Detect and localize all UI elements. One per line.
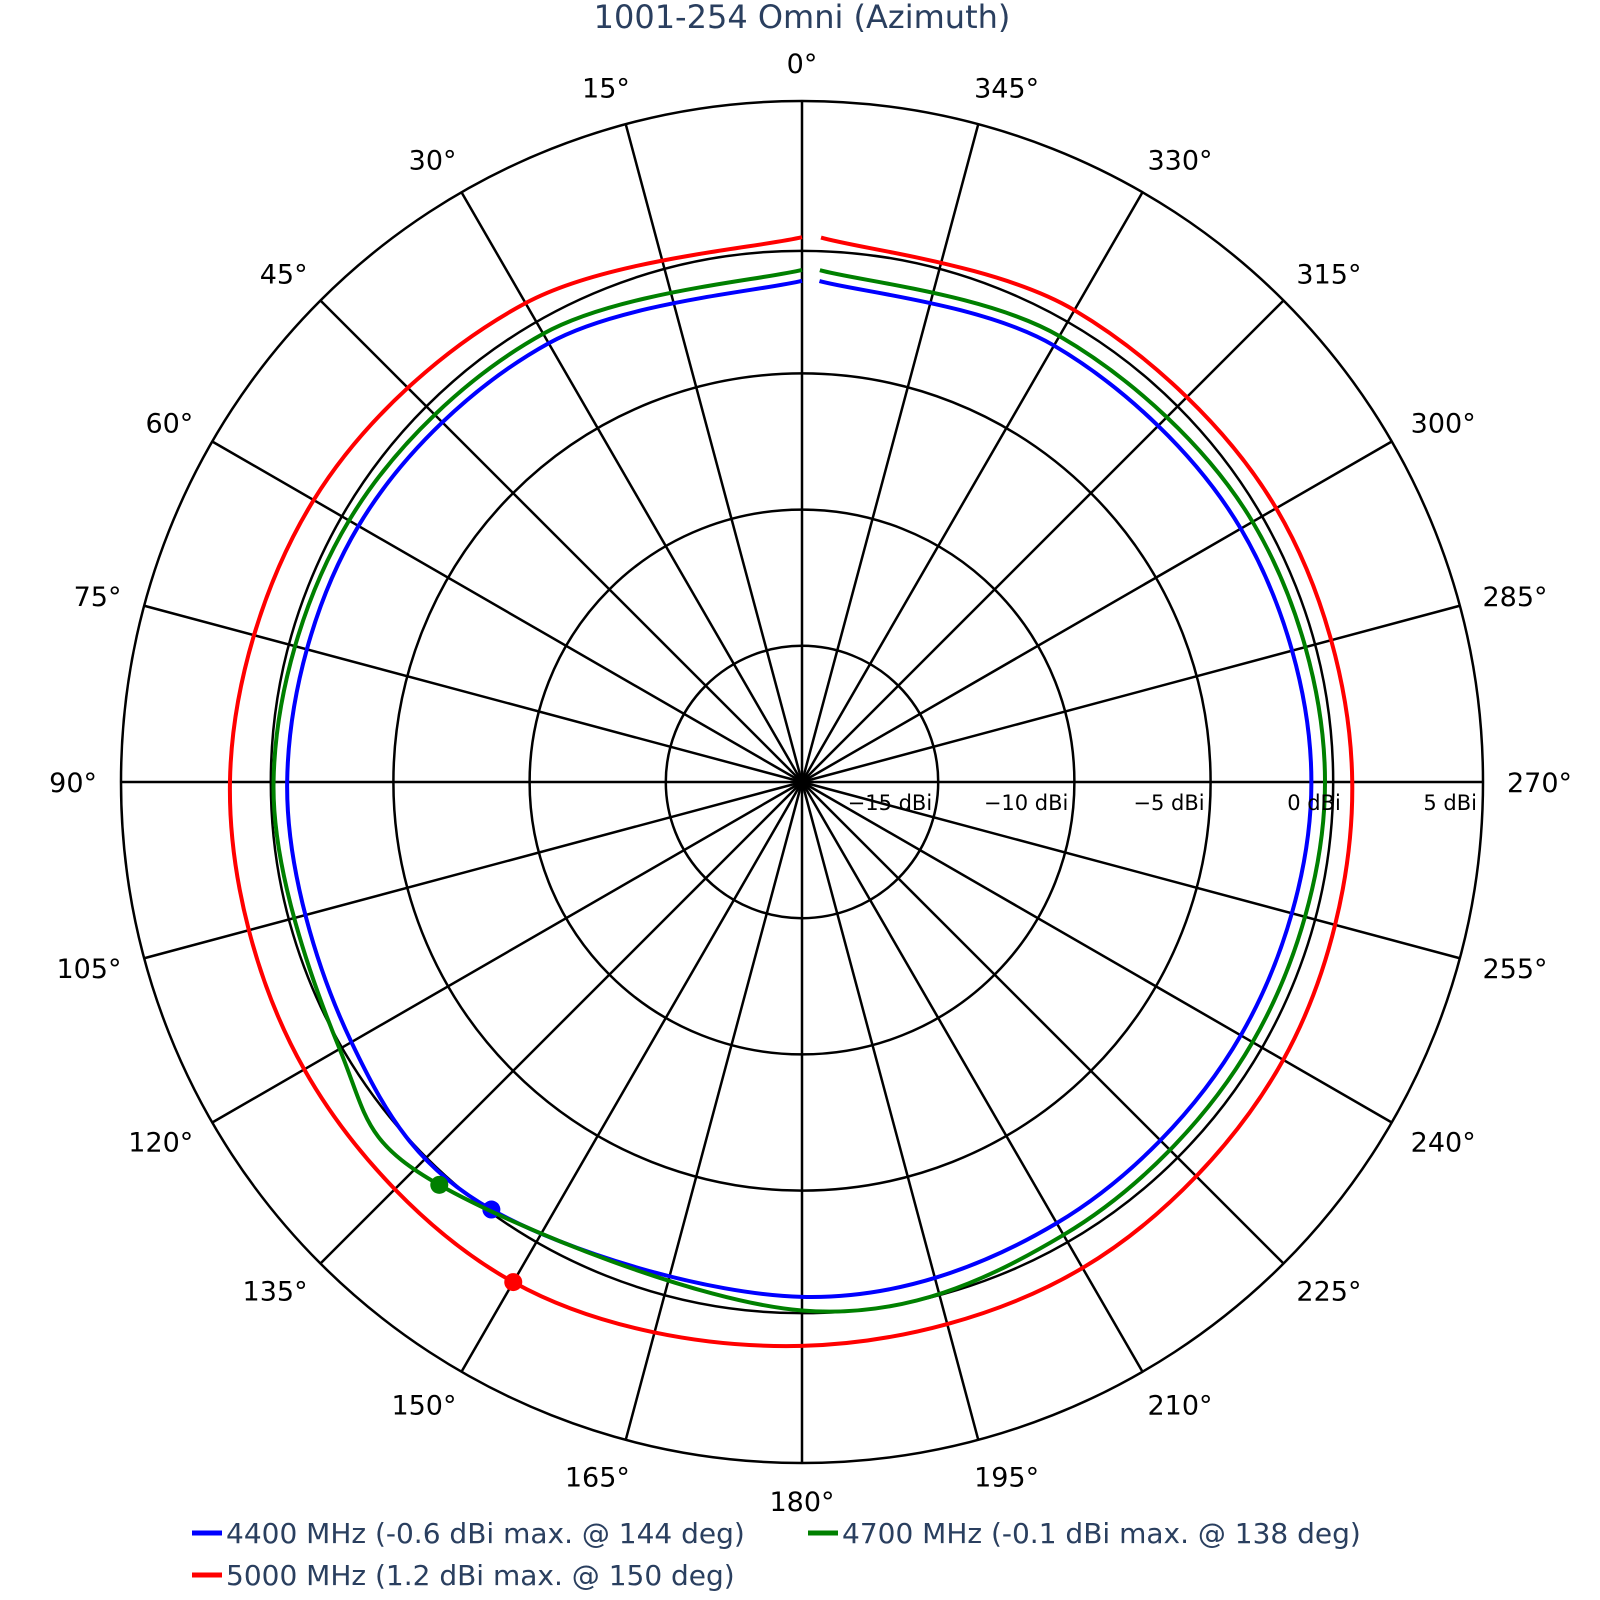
legend-label-0: 4400 MHz (-0.6 dBi max. @ 144 deg): [226, 1517, 745, 1550]
radial-tick-label-0: −15 dBi: [848, 791, 933, 815]
angular-tick-label-0: 0°: [787, 49, 818, 80]
angular-tick-label-255: 255°: [1483, 954, 1548, 985]
angular-tick-label-120: 120°: [128, 1128, 193, 1159]
spoke-195: [800, 781, 980, 1441]
polar-grid: [119, 99, 1485, 1465]
angular-tick-label-60: 60°: [145, 409, 193, 440]
angular-tick-label-315: 315°: [1296, 260, 1361, 291]
spoke-15: [624, 123, 804, 783]
spoke-300: [801, 440, 1393, 784]
spoke-45: [319, 299, 803, 783]
series-max-marker-2: [504, 1273, 523, 1292]
spoke-345: [800, 123, 980, 783]
angular-tick-label-330: 330°: [1148, 145, 1213, 176]
angular-tick-label-165: 165°: [565, 1463, 630, 1494]
spoke-150: [460, 781, 804, 1373]
spoke-30: [460, 191, 804, 783]
angular-tick-label-195: 195°: [974, 1463, 1039, 1494]
chart-title: 1001-254 Omni (Azimuth): [594, 0, 1011, 36]
spoke-330: [800, 191, 1144, 783]
series-line-1: [271, 267, 1328, 1314]
angular-tick-label-30: 30°: [409, 145, 457, 176]
legend: 4400 MHz (-0.6 dBi max. @ 144 deg) 4700 M…: [192, 1517, 1361, 1592]
angular-tick-label-285: 285°: [1483, 582, 1548, 613]
angular-tick-label-210: 210°: [1148, 1391, 1213, 1422]
radial-tick-label-1: −10 dBi: [984, 791, 1069, 815]
angular-tick-label-75: 75°: [74, 582, 122, 613]
series-layer: [227, 235, 1355, 1349]
angular-tick-label-45: 45°: [260, 260, 308, 291]
spoke-285: [801, 604, 1461, 784]
angular-tick-label-150: 150°: [391, 1391, 456, 1422]
angular-tick-label-270: 270°: [1507, 768, 1572, 799]
angular-tick-label-180: 180°: [769, 1487, 834, 1518]
legend-label-2: 5000 MHz (1.2 dBi max. @ 150 deg): [226, 1559, 735, 1592]
angular-tick-label-345: 345°: [974, 73, 1039, 104]
spoke-135: [319, 781, 803, 1265]
series-line-0: [285, 278, 1314, 1299]
spoke-315: [801, 299, 1285, 783]
series-max-marker-1: [430, 1175, 449, 1194]
legend-label-1: 4700 MHz (-0.1 dBi max. @ 138 deg): [842, 1517, 1361, 1550]
spoke-165: [624, 781, 804, 1441]
spoke-75: [143, 604, 803, 784]
angular-tick-label-135: 135°: [243, 1276, 308, 1307]
radial-tick-label-2: −5 dBi: [1133, 791, 1204, 815]
angular-tick-label-15: 15°: [582, 73, 630, 104]
spoke-240: [801, 780, 1393, 1124]
angular-tick-label-240: 240°: [1411, 1128, 1476, 1159]
angular-tick-label-90: 90°: [49, 768, 97, 799]
spoke-60: [211, 440, 803, 784]
spoke-210: [800, 781, 1144, 1373]
spoke-225: [801, 781, 1285, 1265]
angular-tick-label-225: 225°: [1296, 1276, 1361, 1307]
angular-tick-label-300: 300°: [1411, 409, 1476, 440]
series-line-2: [227, 235, 1355, 1349]
spoke-120: [211, 780, 803, 1124]
radial-tick-label-3: 0 dBi: [1287, 791, 1341, 815]
axis-labels: 0° 15° 30° 45° 60° 75° 90° 105° 120° 135° 150° 165°…: [49, 49, 1572, 1518]
spoke-255: [801, 780, 1461, 960]
radial-tick-label-4: 5 dBi: [1423, 791, 1477, 815]
spoke-105: [143, 780, 803, 960]
angular-tick-label-105: 105°: [56, 954, 121, 985]
